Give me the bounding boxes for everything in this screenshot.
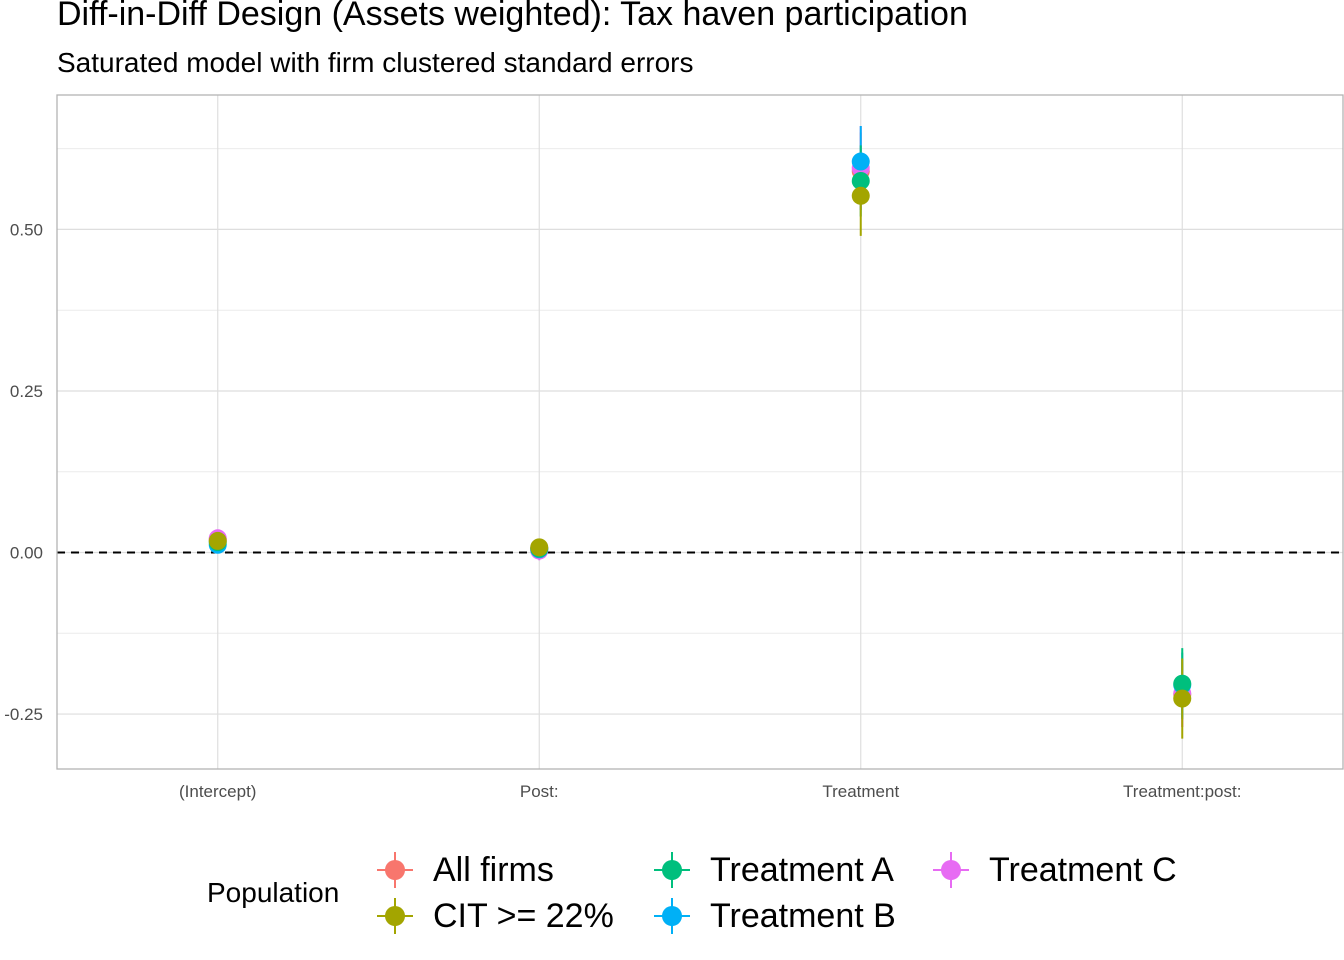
data-point	[851, 186, 870, 205]
data-point	[530, 538, 549, 557]
axes: -0.25 0.00 0.25 0.50 (Intercept) Post: Treatme…	[4, 94, 1344, 801]
y-tick-label: 0.50	[10, 220, 43, 239]
panel-border	[56, 94, 1344, 770]
legend-key-treatment-b	[654, 898, 690, 934]
grid-lines	[57, 95, 1343, 769]
x-tick-label: Treatment	[822, 782, 899, 801]
data-point	[851, 171, 870, 190]
legend-key-treatment-a	[654, 852, 690, 888]
chart-title: Diff-in-Diff Design (Assets weighted): T…	[57, 0, 968, 33]
x-tick-label: (Intercept)	[179, 782, 256, 801]
x-tick-label: Post:	[520, 782, 559, 801]
legend-key-all-firms	[377, 852, 413, 888]
legend-label: Treatment A	[710, 851, 894, 889]
legend-label: CIT >= 22%	[433, 897, 614, 935]
legend-title: Population	[207, 877, 340, 908]
legend-key-treatment-c	[933, 852, 969, 888]
legend-label: Treatment B	[710, 897, 896, 935]
legend-key-cit	[377, 898, 413, 934]
y-tick-label: -0.25	[4, 705, 43, 724]
legend-label: Treatment C	[989, 851, 1177, 889]
x-tick-label: Treatment:post:	[1123, 782, 1241, 801]
data-point	[1173, 674, 1192, 693]
data-point	[208, 531, 227, 550]
chart-subtitle: Saturated model with firm clustered stan…	[57, 47, 694, 78]
data-marks	[208, 126, 1192, 739]
y-tick-label: 0.25	[10, 382, 43, 401]
data-point	[1173, 689, 1192, 708]
data-point	[851, 152, 870, 171]
y-tick-label: 0.00	[10, 544, 43, 563]
legend-label: All firms	[433, 851, 554, 889]
